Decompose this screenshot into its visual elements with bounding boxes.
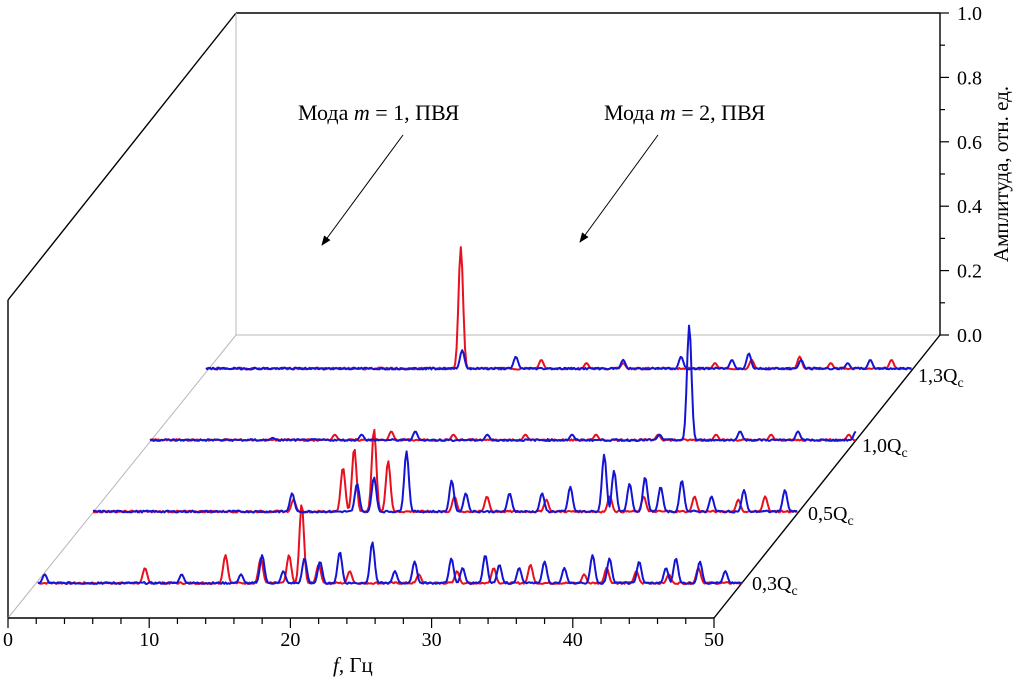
series-blue-1,0Q_c: [149, 324, 857, 442]
depth-label-3: 1,3Qc: [918, 365, 964, 391]
row-1,3Q_c: [205, 246, 912, 371]
box-frame: [7, 12, 941, 619]
z-tick-label: 0.8: [957, 67, 982, 89]
row-0,5Q_c: [92, 428, 798, 514]
z-tick-label: 0.4: [957, 196, 982, 218]
series-red-1,3Q_c: [205, 246, 912, 371]
annotation-mode-1-arrow: [321, 134, 404, 246]
annotation-mode-1: Мода m = 1, ПВЯ: [298, 100, 460, 246]
depth-label-1: 0,5Qc: [808, 503, 854, 529]
z-axis-ticks: 0.0 0.2 0.4 0.6 0.8 1.0: [940, 3, 982, 347]
x-tick-label: 10: [139, 629, 159, 651]
row-0,3Q_c: [37, 504, 743, 585]
x-axis-title: f, Гц: [333, 653, 373, 677]
row-1,0Q_c: [149, 324, 857, 442]
x-axis-ticks: 0 10 20 30 40 50: [3, 618, 724, 651]
x-tick-label: 20: [280, 629, 300, 651]
series-blue-0,3Q_c: [37, 541, 743, 585]
depth-label-2: 1,0Qc: [862, 435, 908, 461]
series-blue-0,5Q_c: [93, 450, 798, 514]
x-tick-label: 30: [422, 629, 442, 651]
left-floor-edge: [7, 334, 237, 619]
annotation-mode-2: Мода m = 2, ПВЯ: [579, 100, 766, 243]
series-blue-1,3Q_c: [205, 349, 912, 371]
spectra: [37, 246, 912, 585]
x-tick-label: 50: [704, 629, 724, 651]
left-top-edge: [7, 12, 237, 301]
z-tick-label: 1.0: [957, 3, 982, 25]
annotation-mode-1-text: Мода m = 1, ПВЯ: [298, 100, 460, 125]
right-floor-edge: [713, 334, 941, 619]
annotation-mode-2-arrow: [579, 134, 659, 243]
z-tick-label: 0.0: [957, 325, 982, 347]
z-tick-label: 0.2: [957, 261, 982, 283]
series-red-0,5Q_c: [92, 428, 798, 514]
x-tick-label: 0: [3, 629, 13, 651]
z-axis-title: Амплитуда, отн. ед.: [989, 86, 1013, 262]
annotation-mode-2-text: Мода m = 2, ПВЯ: [604, 100, 766, 125]
depth-label-0: 0,3Qc: [752, 573, 798, 599]
depth-labels: 0,3Qc 0,5Qc 1,0Qc 1,3Qc: [752, 365, 964, 599]
x-tick-label: 40: [563, 629, 583, 651]
z-tick-label: 0.6: [957, 132, 982, 154]
